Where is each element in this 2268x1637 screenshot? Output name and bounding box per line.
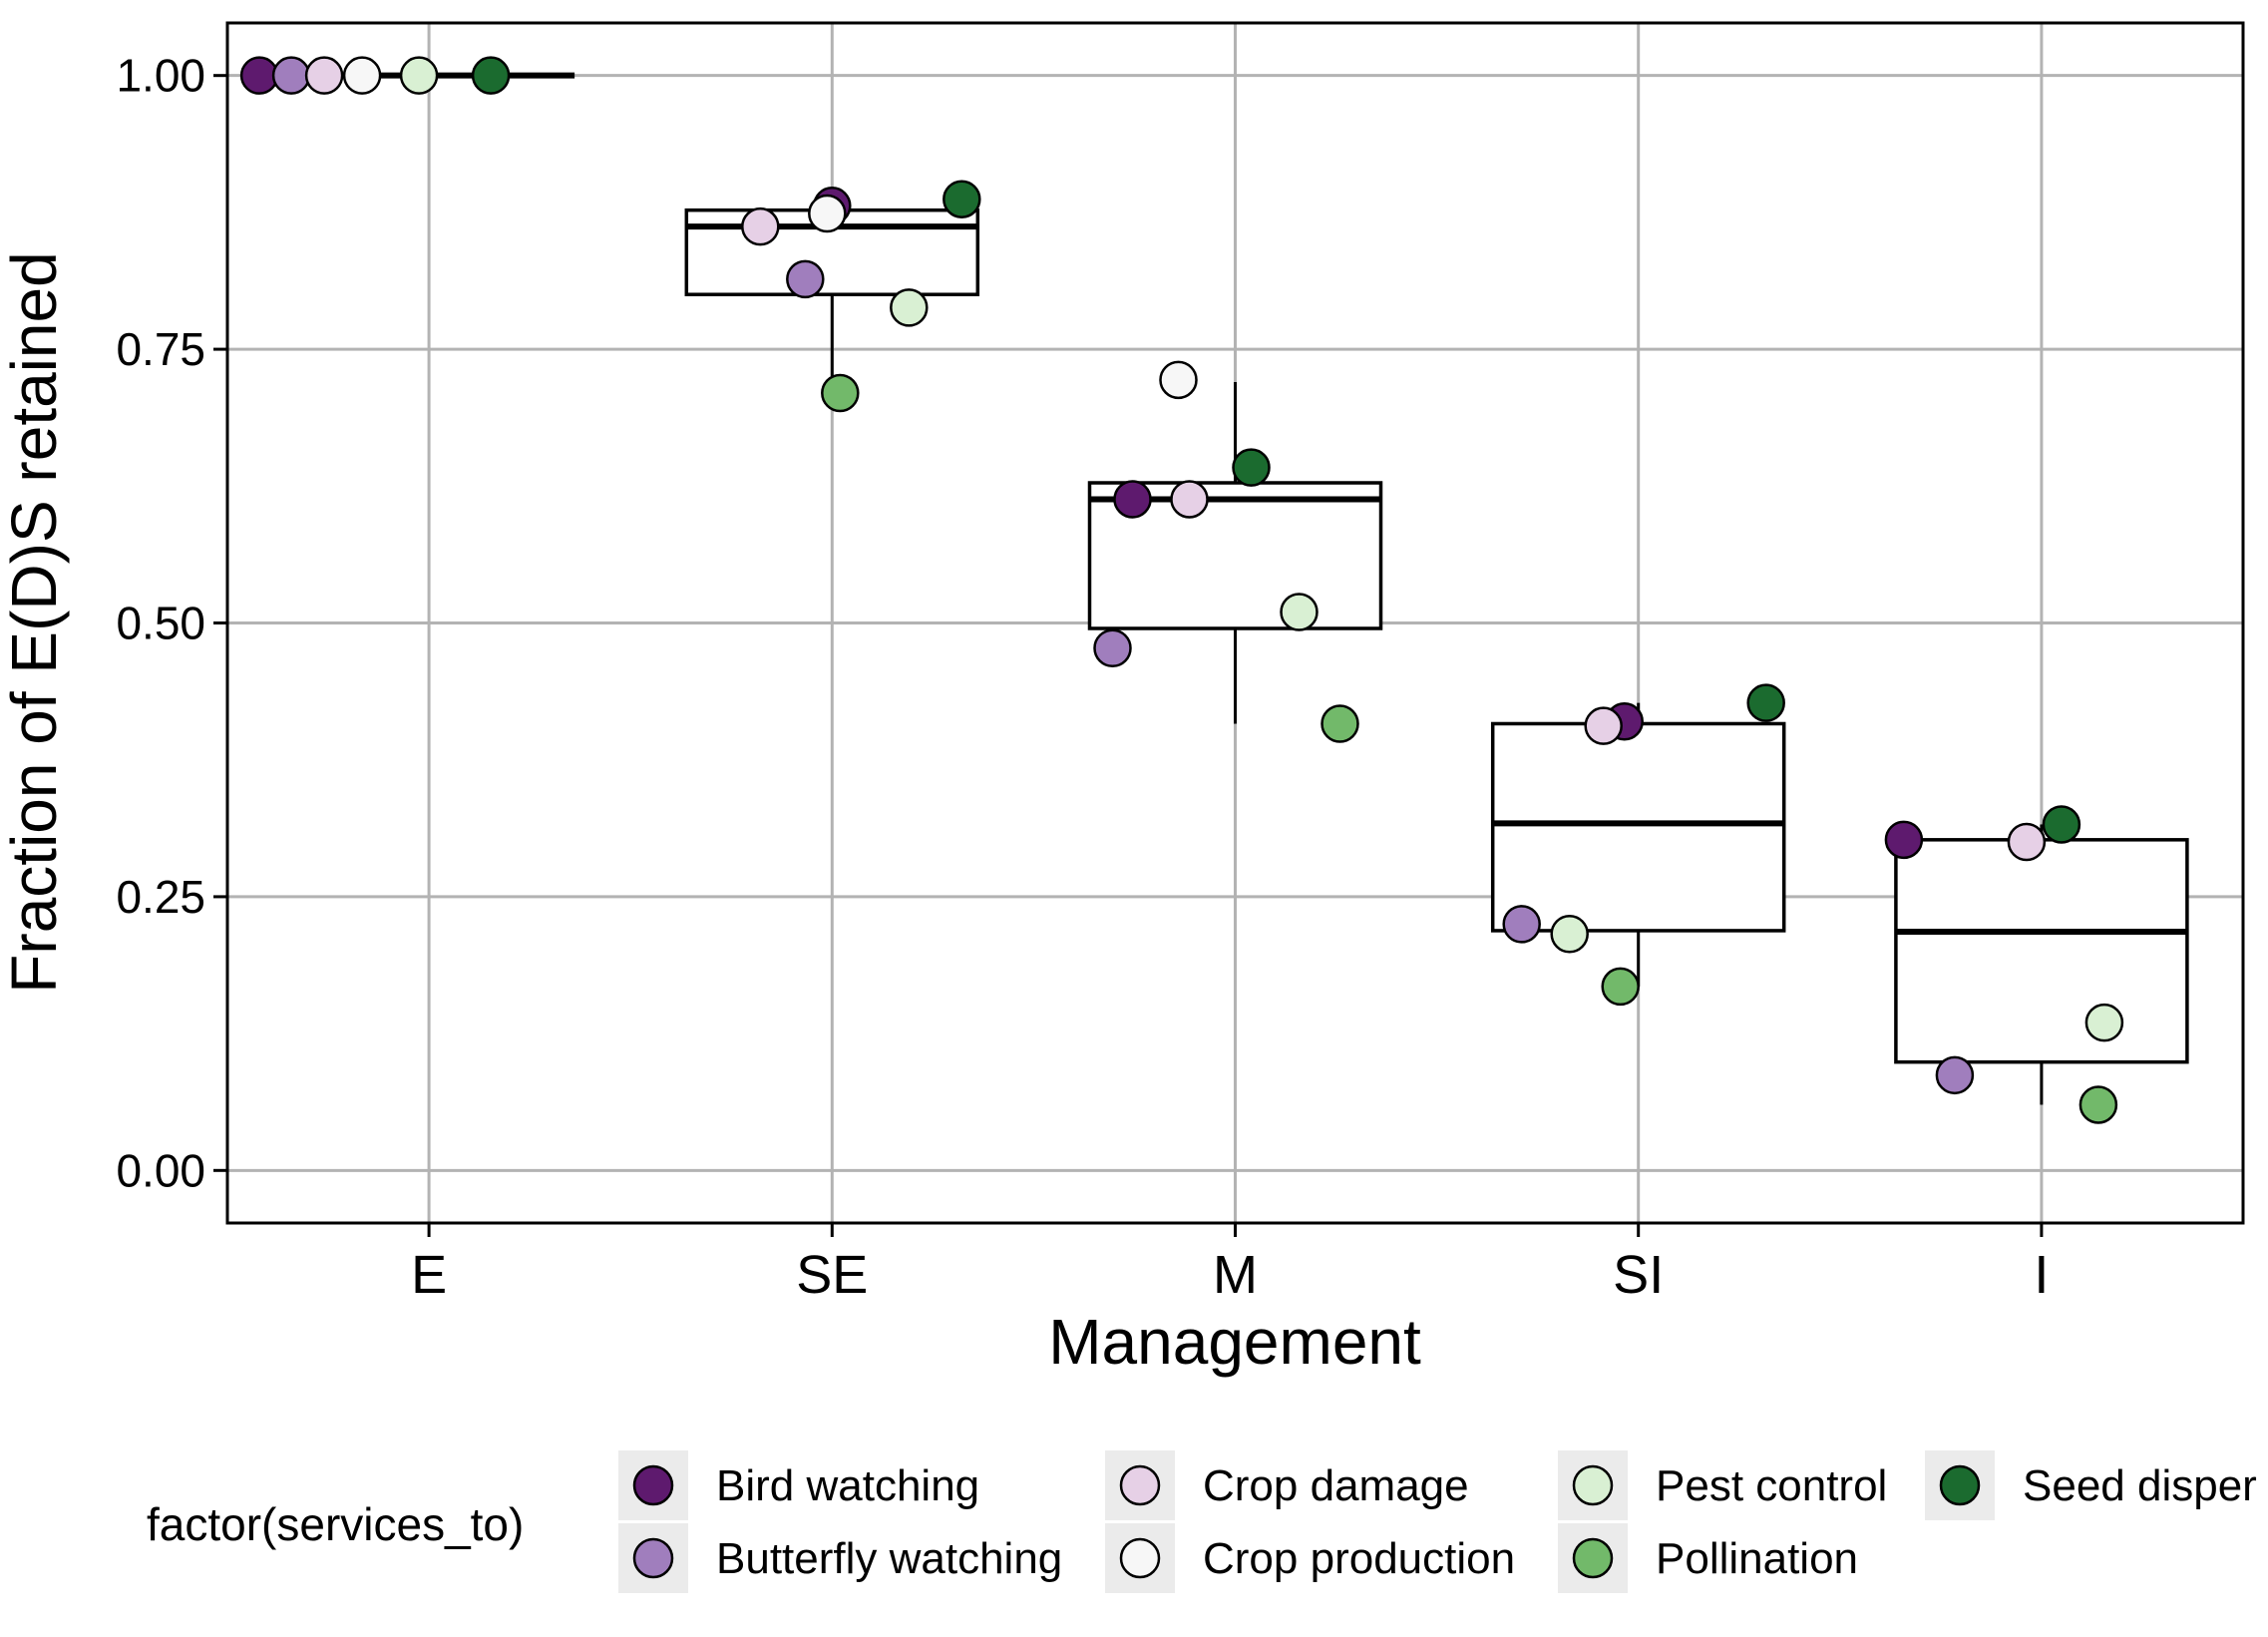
data-point <box>1935 1055 1975 1095</box>
legend-label: Pest control <box>1656 1461 1887 1510</box>
data-point <box>1093 628 1132 667</box>
legend-label: Bird watching <box>716 1461 979 1510</box>
data-point <box>471 56 511 95</box>
y-tick-label: 1.00 <box>116 50 205 102</box>
x-axis-title: Management <box>1048 1306 1421 1378</box>
data-point <box>2084 1003 2124 1042</box>
legend-label: Pollination <box>1656 1534 1858 1583</box>
legend-swatch <box>1119 1464 1161 1506</box>
legend-swatch <box>1572 1537 1614 1579</box>
legend-label: Crop damage <box>1203 1461 1469 1510</box>
x-tick-label: SE <box>796 1245 868 1305</box>
data-point <box>1502 905 1541 944</box>
data-point <box>741 206 780 246</box>
data-point <box>808 194 847 233</box>
legend-label: Crop production <box>1203 1534 1515 1583</box>
data-point <box>821 373 860 413</box>
data-point <box>1159 360 1198 400</box>
data-point <box>2007 822 2047 862</box>
data-point <box>1113 480 1152 519</box>
legend-swatch <box>632 1464 674 1506</box>
data-point <box>271 56 311 95</box>
legend-title: factor(services_to) <box>147 1498 524 1550</box>
point-layer <box>239 56 2124 1124</box>
x-tick-label: E <box>411 1245 447 1305</box>
y-tick-label: 0.25 <box>116 871 205 923</box>
data-point <box>1280 593 1319 631</box>
legend-label: Seed disper <box>2023 1461 2257 1510</box>
axis-layer: 0.00 0.25 0.50 0.75 1.00 E SE M SI I <box>116 50 2049 1305</box>
y-tick-label: 0.00 <box>116 1144 205 1196</box>
box-body <box>1490 721 1786 933</box>
legend-swatch <box>1939 1464 1981 1506</box>
data-point <box>943 180 981 218</box>
data-point <box>1321 704 1359 743</box>
legend-swatch <box>632 1537 674 1579</box>
legend-label: Butterfly watching <box>716 1534 1062 1583</box>
x-tick-label: I <box>2034 1245 2049 1305</box>
data-point <box>399 56 439 95</box>
legend: factor(services_to) Bird watching Butterf… <box>147 1450 2257 1593</box>
legend-swatch <box>1119 1537 1161 1579</box>
box-body <box>1894 838 2189 1064</box>
y-tick-label: 0.75 <box>116 323 205 375</box>
data-point <box>2042 805 2081 844</box>
x-tick-label: SI <box>1613 1245 1664 1305</box>
data-point <box>1601 967 1640 1007</box>
data-point <box>1170 480 1209 519</box>
x-tick-label: M <box>1213 1245 1258 1305</box>
data-point <box>890 288 929 327</box>
y-axis-title: Fraction of E(D)S retained <box>0 251 70 993</box>
data-point <box>1232 448 1271 487</box>
data-point <box>2079 1085 2118 1124</box>
data-point <box>239 56 279 95</box>
data-point <box>1550 914 1589 954</box>
data-point <box>304 56 344 95</box>
data-point <box>1884 820 1924 860</box>
data-point <box>786 259 825 299</box>
data-point <box>1584 706 1623 745</box>
legend-swatch <box>1572 1464 1614 1506</box>
y-tick-label: 0.50 <box>116 598 205 649</box>
data-point <box>342 56 382 95</box>
data-point <box>1746 683 1785 722</box>
